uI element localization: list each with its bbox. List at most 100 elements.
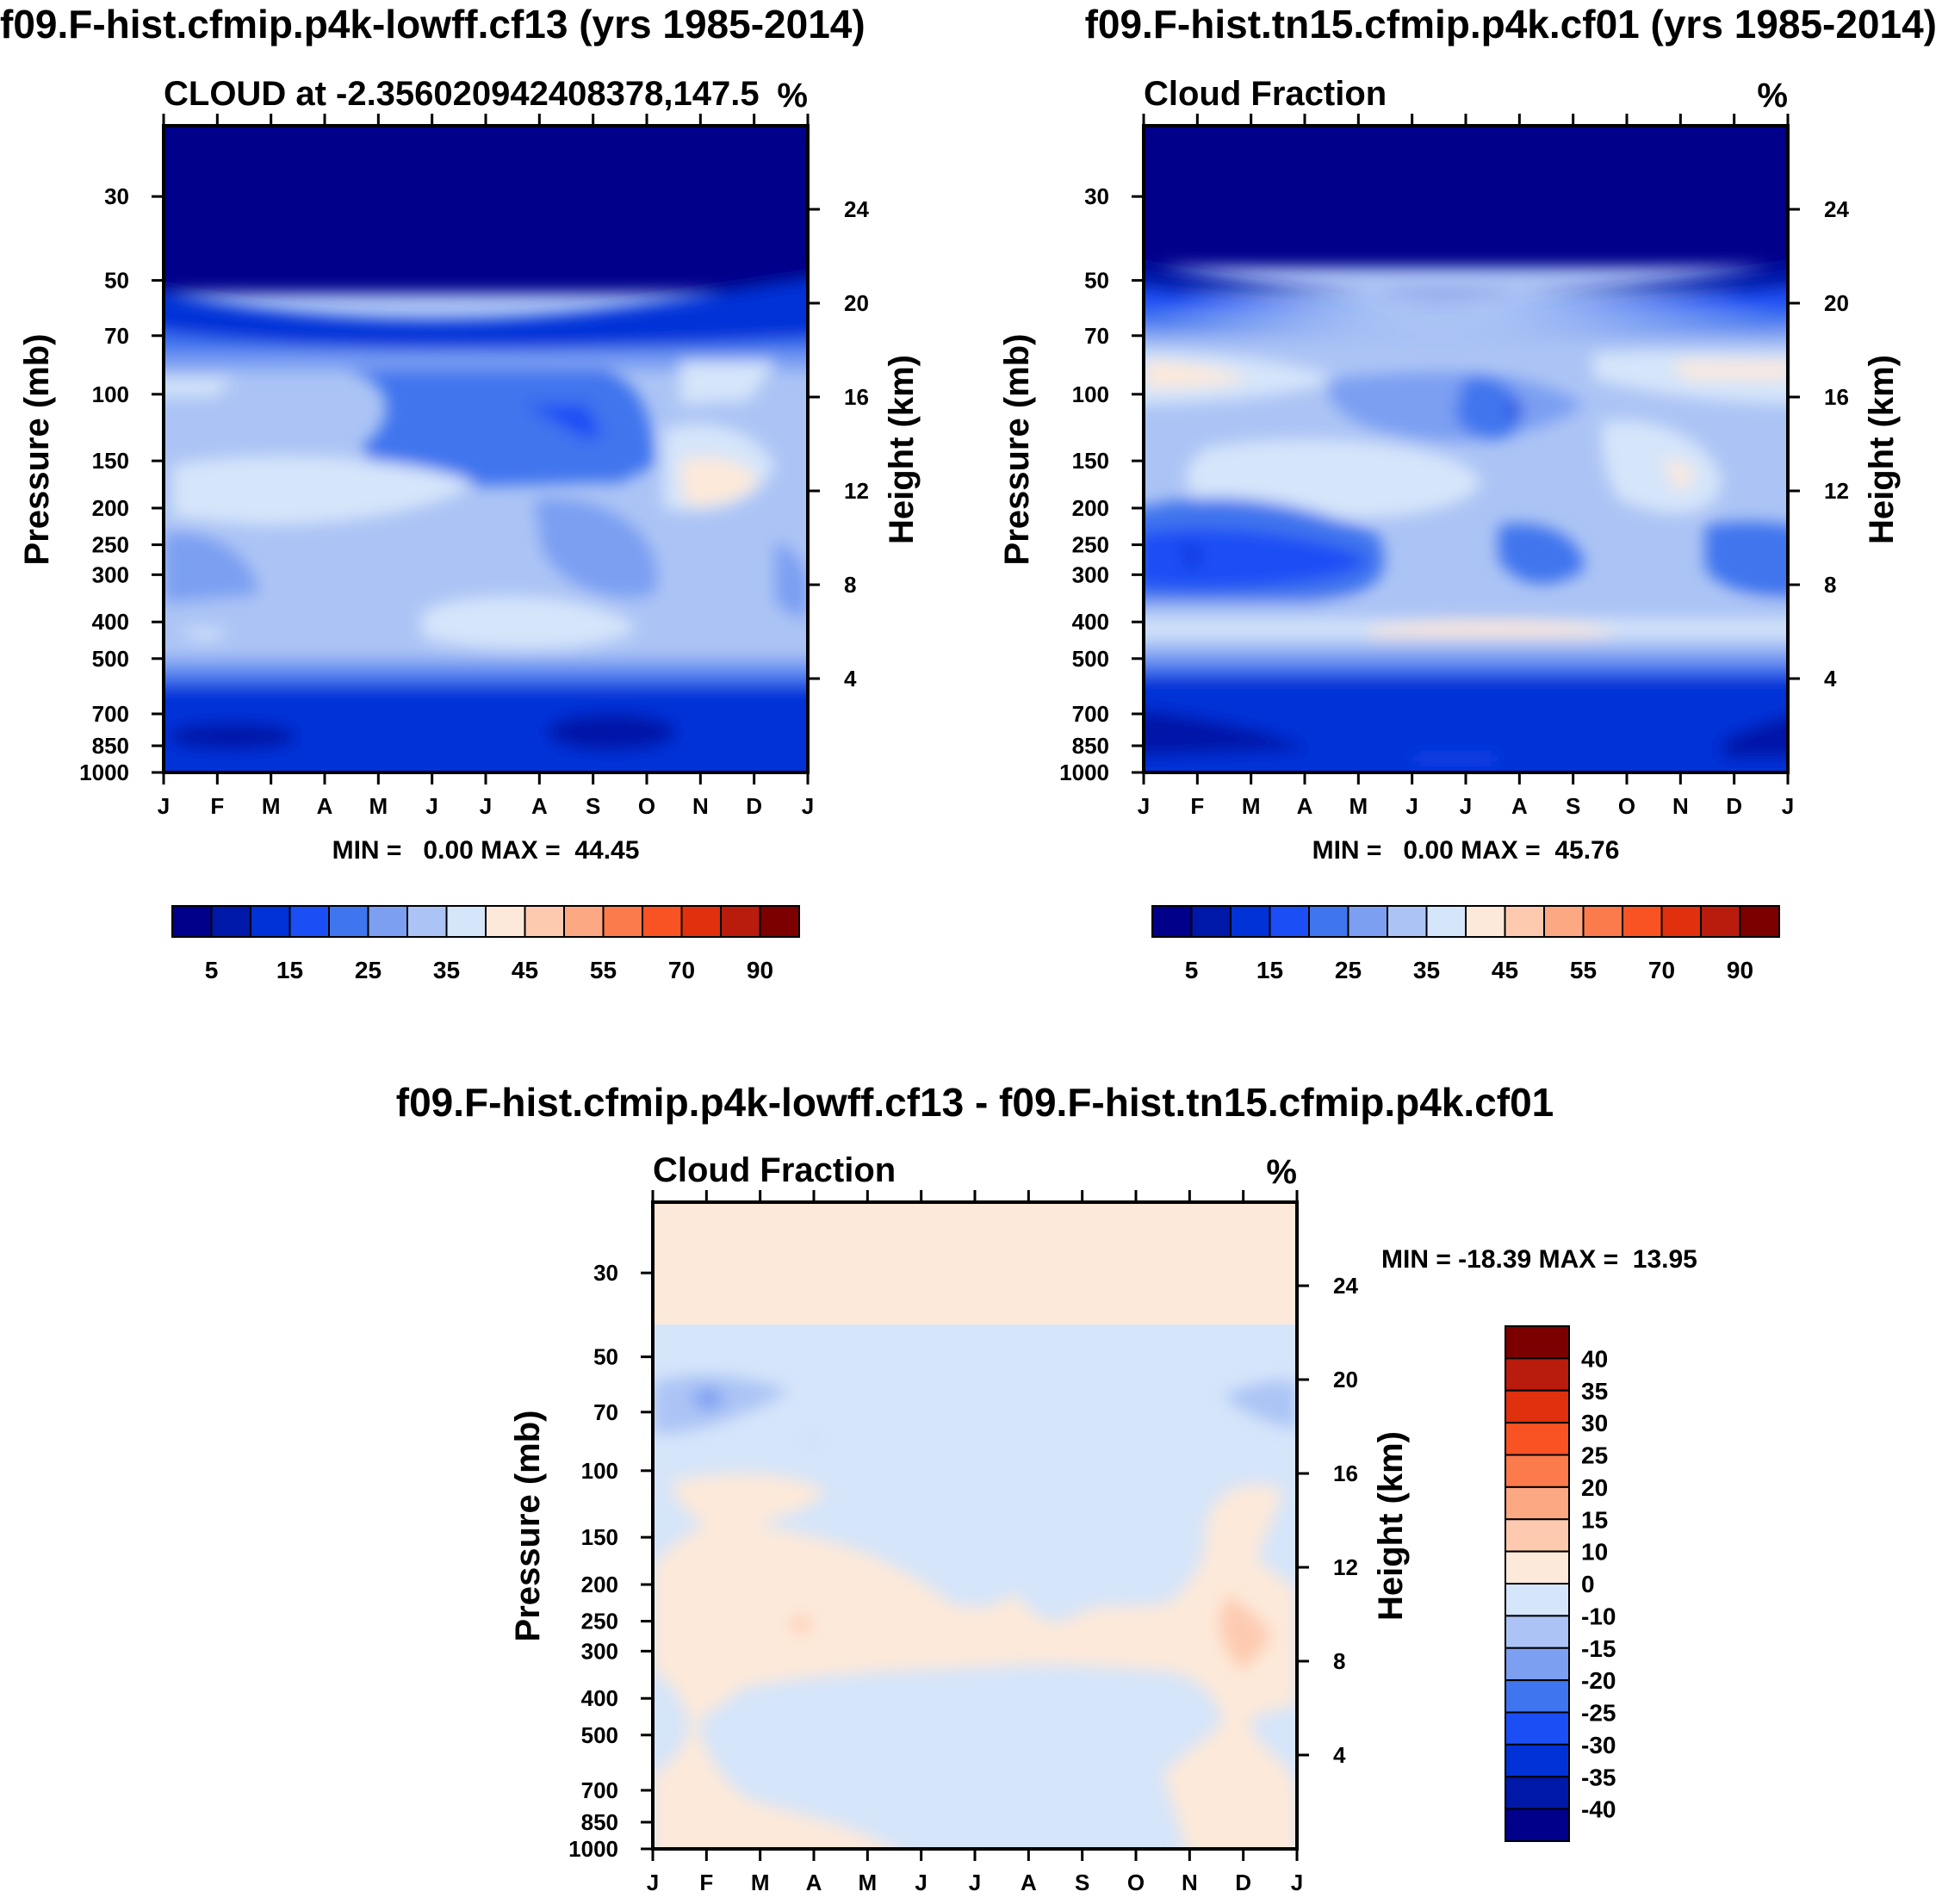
- colorbar-box: [1190, 905, 1232, 938]
- colorbar-box: [1505, 1550, 1570, 1585]
- y-tick-label: 1000: [568, 1836, 618, 1862]
- y-tick-label: 70: [1084, 323, 1109, 349]
- y-right-tick-label: 12: [844, 478, 869, 504]
- y-right-tick-label: 8: [1824, 572, 1836, 598]
- y-tick-label: 400: [581, 1685, 618, 1711]
- colorbar-label: 70: [1648, 957, 1675, 983]
- colorbar-label: 40: [1581, 1345, 1608, 1372]
- panel-b-ticks: J F M A M J J A S O N D J 30 50 70 100 150 200 250 300 400 500…: [1059, 114, 1849, 819]
- colorbar-box: [602, 905, 643, 938]
- panel-c-title: f09.F-hist.cfmip.p4k-lowff.cf13 - f09.F-…: [396, 1080, 1554, 1125]
- x-tick-label: J: [969, 1870, 981, 1895]
- y-right-tick-label: 16: [1824, 384, 1849, 410]
- y-right-tick-label: 8: [844, 572, 856, 598]
- x-tick-label: J: [915, 1870, 927, 1895]
- panel-c-subtitle: Cloud Fraction: [653, 1151, 896, 1189]
- y-tick-label: 300: [581, 1638, 618, 1664]
- panel-c-colorbar: 40 35 30 25 20 15 10 0 -10 -15 -20 -25 -30 -35 -40: [1505, 1325, 1616, 1842]
- colorbar-label: -15: [1581, 1635, 1616, 1662]
- colorbar-box: [250, 905, 291, 938]
- colorbar-box: [1505, 1776, 1570, 1810]
- y-tick-label: 500: [1072, 646, 1109, 672]
- colorbar-label: -35: [1581, 1764, 1616, 1790]
- colorbar-label: 25: [1335, 957, 1362, 983]
- x-tick-label: S: [586, 793, 600, 819]
- colorbar-box: [759, 905, 800, 938]
- x-tick-label: N: [692, 793, 709, 819]
- colorbar-label: 90: [747, 957, 773, 983]
- panel-b-minmax: MIN = 0.00 MAX = 45.76: [1312, 836, 1620, 865]
- panel-a-ylabel: Pressure (mb): [18, 334, 56, 566]
- colorbar-label: 45: [512, 957, 538, 983]
- x-tick-label: O: [1618, 793, 1635, 819]
- x-tick-label: J: [1460, 793, 1472, 819]
- colorbar-label: -25: [1581, 1700, 1616, 1727]
- y-tick-label: 70: [104, 323, 129, 349]
- colorbar-box: [1505, 1615, 1570, 1649]
- colorbar-box: [1387, 905, 1428, 938]
- y-right-tick-label: 24: [844, 196, 869, 222]
- x-tick-label: A: [1511, 793, 1528, 819]
- y-right-tick-label: 16: [1333, 1461, 1358, 1486]
- panel-b-title: f09.F-hist.tn15.cfmip.p4k.cf01 (yrs 1985…: [1085, 2, 1937, 47]
- x-tick-label: F: [699, 1870, 713, 1895]
- colorbar-box: [1505, 1808, 1570, 1842]
- panel-a-colorbar: 5 15 25 35 45 55 70 90: [171, 905, 800, 983]
- colorbar-label: 20: [1581, 1474, 1608, 1501]
- colorbar-label: 35: [1413, 957, 1440, 983]
- y-tick-label: 30: [104, 183, 129, 209]
- y-tick-label: 100: [92, 381, 129, 407]
- x-tick-label: J: [802, 793, 814, 819]
- colorbar-box: [210, 905, 251, 938]
- y-tick-label: 700: [92, 701, 129, 727]
- colorbar-box: [1543, 905, 1585, 938]
- colorbar-box: [1505, 1743, 1570, 1778]
- x-tick-label: S: [1566, 793, 1580, 819]
- colorbar-label: 70: [668, 957, 695, 983]
- y-tick-label: 100: [581, 1458, 618, 1484]
- x-tick-label: J: [480, 793, 492, 819]
- panel-b-colorbar: 5 15 25 35 45 55 70 90: [1151, 905, 1780, 983]
- colorbar-label: 30: [1581, 1410, 1608, 1436]
- panel-b-subtitle: Cloud Fraction: [1144, 75, 1387, 113]
- y-tick-label: 400: [92, 609, 129, 635]
- y-tick-label: 250: [1072, 532, 1109, 558]
- colorbar-label: 25: [1581, 1442, 1608, 1469]
- colorbar-label: 90: [1727, 957, 1753, 983]
- colorbar-box: [1505, 1583, 1570, 1617]
- colorbar-box: [1660, 905, 1702, 938]
- colorbar-box: [1151, 905, 1193, 938]
- x-tick-label: J: [158, 793, 170, 819]
- y-tick-label: 30: [593, 1260, 618, 1286]
- x-tick-label: J: [1138, 793, 1150, 819]
- panel-b-units: %: [1757, 77, 1788, 115]
- colorbar-box: [1425, 905, 1467, 938]
- y-tick-label: 500: [92, 646, 129, 672]
- x-tick-label: M: [262, 793, 281, 819]
- y-right-tick-label: 20: [1333, 1367, 1358, 1392]
- y-right-tick-label: 8: [1333, 1648, 1345, 1674]
- y-tick-label: 150: [92, 448, 129, 474]
- x-tick-label: D: [1726, 793, 1742, 819]
- y-tick-label: 400: [1072, 609, 1109, 635]
- x-tick-label: M: [751, 1870, 770, 1895]
- colorbar-box: [1505, 1647, 1570, 1682]
- y-right-tick-label: 12: [1824, 478, 1849, 504]
- colorbar-box: [1308, 905, 1349, 938]
- x-tick-label: M: [369, 793, 388, 819]
- panel-b: f09.F-hist.tn15.cfmip.p4k.cf01 (yrs 1985…: [998, 2, 1937, 983]
- y-tick-label: 50: [1084, 268, 1109, 294]
- colorbar-box: [1700, 905, 1741, 938]
- panel-c-ticks: J F M A M J J A S O N D J 30 50 70 100 150 200 250 300 400 500…: [568, 1190, 1358, 1895]
- colorbar-box: [1230, 905, 1271, 938]
- colorbar-box: [1465, 905, 1506, 938]
- y-tick-label: 300: [1072, 561, 1109, 587]
- x-tick-label: O: [638, 793, 655, 819]
- y-tick-label: 250: [581, 1609, 618, 1634]
- panel-a-minmax: MIN = 0.00 MAX = 44.45: [332, 836, 640, 865]
- panel-a-ticks: J F M A M J J A S O N D J 30 50 70 100 150 200 250 300 400 500…: [79, 114, 869, 819]
- panel-a: f09.F-hist.cfmip.p4k-lowff.cf13 (yrs 198…: [0, 2, 921, 983]
- colorbar-box: [367, 905, 408, 938]
- colorbar-box: [1505, 1389, 1570, 1424]
